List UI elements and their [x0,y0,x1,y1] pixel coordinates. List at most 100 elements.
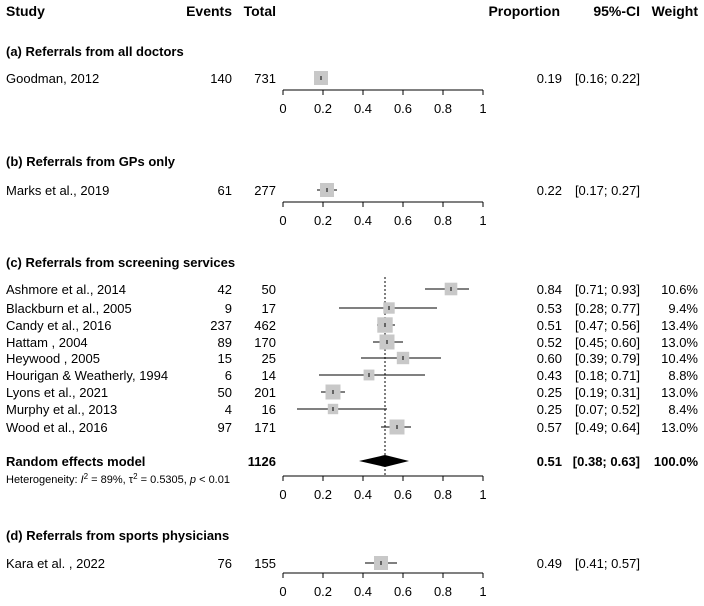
x-tick-label: 0.6 [394,213,412,228]
x-tick-label: 0.6 [394,584,412,599]
x-axis: 0 0.2 0.4 0.6 0.8 1 [279,572,487,599]
study-proportion: 0.51 [537,318,562,333]
study-weight: 13.0% [661,335,698,350]
pooled-diamond [359,455,409,467]
study-total: 171 [254,420,276,435]
x-axis: 0 0.2 0.4 0.6 0.8 1 [279,475,487,502]
study-weight: 8.8% [668,368,698,383]
header-study: Study [6,3,45,19]
study-row: Marks et al., 2019 61 277 0.22 [0.17; 0.27] [6,183,640,198]
study-ci: [0.17; 0.27] [575,183,640,198]
model-proportion: 0.51 [537,454,562,469]
heterogeneity-tau-val: = 0.5305, [138,474,190,486]
study-row: Lyons et al., 2021 50 201 0.25 [0.19; 0.31] 1… [6,384,698,400]
subgroup-title: (c) Referrals from screening services [6,255,235,270]
study-proportion: 0.52 [537,335,562,350]
study-ci: [0.18; 0.71] [575,368,640,383]
study-name: Heywood , 2005 [6,351,100,366]
study-weight: 13.0% [661,420,698,435]
study-row: Ashmore et al., 2014 42 50 0.84 [0.71; 0.93]… [6,282,698,297]
study-ci: [0.28; 0.77] [575,301,640,316]
subgroup-3: (d) Referrals from sports physicians Kara… [6,528,640,599]
x-tick-label: 1 [479,101,486,116]
x-axis: 0 0.2 0.4 0.6 0.8 1 [279,201,487,228]
study-proportion: 0.43 [537,368,562,383]
study-row: Blackburn et al., 2005 9 17 0.53 [0.28; 0.77… [6,301,698,316]
study-ci: [0.45; 0.60] [575,335,640,350]
study-name: Hourigan & Weatherly, 1994 [6,368,168,383]
x-tick-label: 0.4 [354,584,372,599]
study-events: 50 [218,385,232,400]
x-tick-label: 0 [279,213,286,228]
study-name: Lyons et al., 2021 [6,385,108,400]
study-name: Candy et al., 2016 [6,318,112,333]
study-proportion: 0.25 [537,402,562,417]
study-events: 76 [218,556,232,571]
subgroup-title: (d) Referrals from sports physicians [6,528,229,543]
x-tick-label: 1 [479,584,486,599]
x-tick-label: 0.4 [354,487,372,502]
subgroup-title: (a) Referrals from all doctors [6,44,184,59]
study-name: Ashmore et al., 2014 [6,282,126,297]
header-total: Total [244,3,276,19]
model-label: Random effects model [6,454,145,469]
heterogeneity-p-val: < 0.01 [196,474,230,486]
heterogeneity-i2-sym: I [81,474,84,486]
study-events: 42 [218,282,232,297]
x-tick-label: 0 [279,101,286,116]
study-weight: 13.0% [661,385,698,400]
study-ci: [0.49; 0.64] [575,420,640,435]
heterogeneity-p-sym: p [189,474,196,486]
model-total: 1126 [248,454,276,469]
study-proportion: 0.19 [537,71,562,86]
study-name: Wood et al., 2016 [6,420,108,435]
x-tick-label: 0.8 [434,584,452,599]
x-tick-label: 0.6 [394,487,412,502]
study-proportion: 0.60 [537,351,562,366]
x-tick-label: 0.4 [354,213,372,228]
x-tick-label: 0.2 [314,213,332,228]
study-weight: 10.4% [661,351,698,366]
study-weight: 10.6% [661,282,698,297]
study-proportion: 0.57 [537,420,562,435]
study-row: Goodman, 2012 140 731 0.19 [0.16; 0.22] [6,71,640,86]
x-tick-label: 0.8 [434,101,452,116]
study-name: Marks et al., 2019 [6,183,109,198]
study-total: 277 [254,183,276,198]
study-row: Hourigan & Weatherly, 1994 6 14 0.43 [0.18; … [6,368,698,383]
study-events: 4 [225,402,232,417]
study-row: Candy et al., 2016 237 462 0.51 [0.47; 0.56]… [6,317,698,333]
study-row: Hattam , 2004 89 170 0.52 [0.45; 0.60] 13.0% [6,334,698,350]
heterogeneity-i2-sup: 2 [84,472,89,481]
header-proportion: Proportion [488,3,560,19]
study-total: 731 [254,71,276,86]
model-weight: 100.0% [654,454,699,469]
study-total: 155 [254,556,276,571]
study-row: Kara et al. , 2022 76 155 0.49 [0.41; 0.57] [6,556,640,571]
study-weight: 9.4% [668,301,698,316]
study-total: 17 [262,301,276,316]
forest-content: (a) Referrals from all doctors Goodman, 2… [6,44,698,599]
study-total: 16 [262,402,276,417]
heterogeneity-tau-sym: τ [129,474,134,486]
study-name: Goodman, 2012 [6,71,99,86]
x-tick-label: 0.2 [314,487,332,502]
study-events: 237 [210,318,232,333]
x-tick-label: 0 [279,584,286,599]
subgroup-title: (b) Referrals from GPs only [6,154,176,169]
study-total: 462 [254,318,276,333]
subgroup-1: (b) Referrals from GPs only Marks et al.,… [6,154,640,228]
study-events: 9 [225,301,232,316]
x-tick-label: 0.6 [394,101,412,116]
study-proportion: 0.49 [537,556,562,571]
header-events: Events [186,3,232,19]
heterogeneity-prefix: Heterogeneity: [6,474,81,486]
study-proportion: 0.84 [537,282,562,297]
x-tick-label: 1 [479,487,486,502]
x-tick-label: 0.2 [314,584,332,599]
study-proportion: 0.53 [537,301,562,316]
x-tick-label: 0.8 [434,213,452,228]
study-row: Heywood , 2005 15 25 0.60 [0.39; 0.79] 10.4% [6,351,698,366]
header-ci: 95%-CI [593,3,640,19]
